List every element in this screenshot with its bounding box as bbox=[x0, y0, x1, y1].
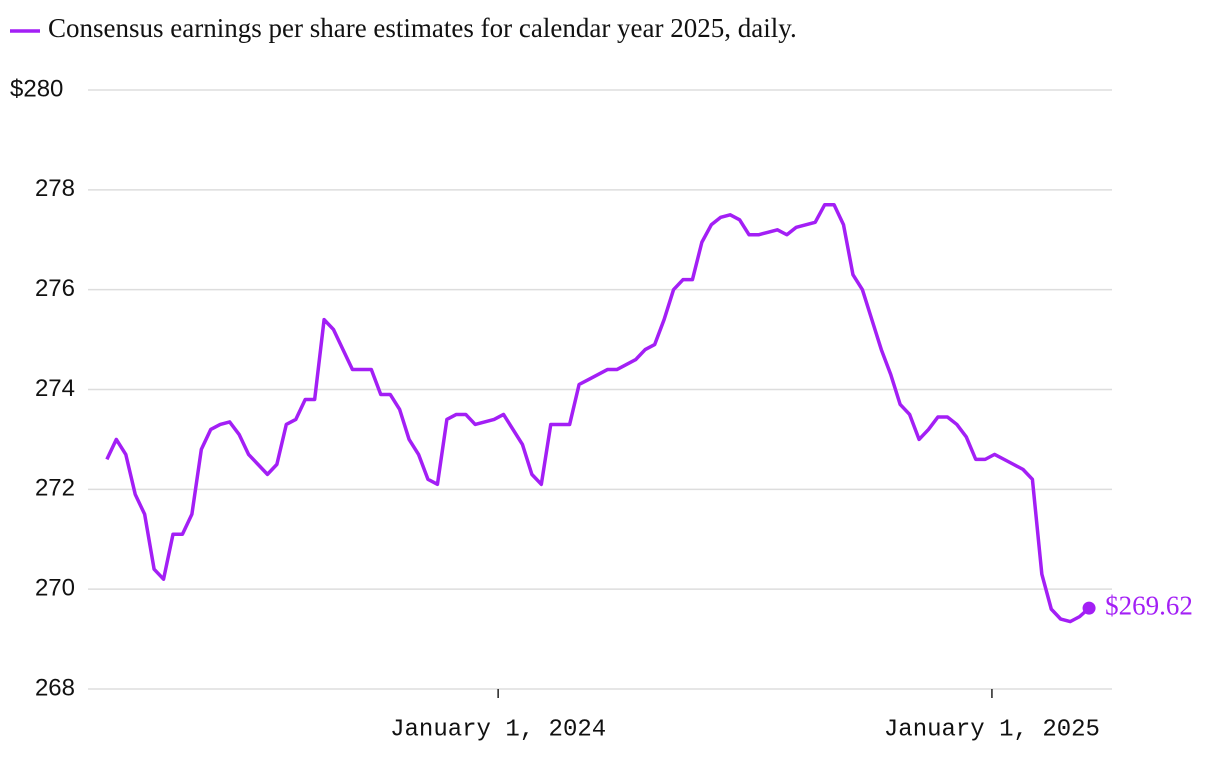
x-tick-label: January 1, 2024 bbox=[390, 716, 606, 743]
y-tick-label: 268 bbox=[35, 674, 75, 701]
y-tick-label: 276 bbox=[35, 275, 75, 302]
x-tick-label: January 1, 2025 bbox=[884, 716, 1100, 743]
end-dot bbox=[1082, 601, 1096, 615]
y-tick-label: $280 bbox=[10, 75, 63, 102]
y-tick-label: 272 bbox=[35, 475, 75, 502]
end-label: $269.62 bbox=[1105, 590, 1193, 620]
y-tick-label: 270 bbox=[35, 575, 75, 602]
legend-label: Consensus earnings per share estimates f… bbox=[48, 13, 797, 43]
y-tick-label: 274 bbox=[35, 375, 75, 402]
line bbox=[105, 203, 1091, 624]
y-tick-label: 278 bbox=[35, 175, 75, 202]
